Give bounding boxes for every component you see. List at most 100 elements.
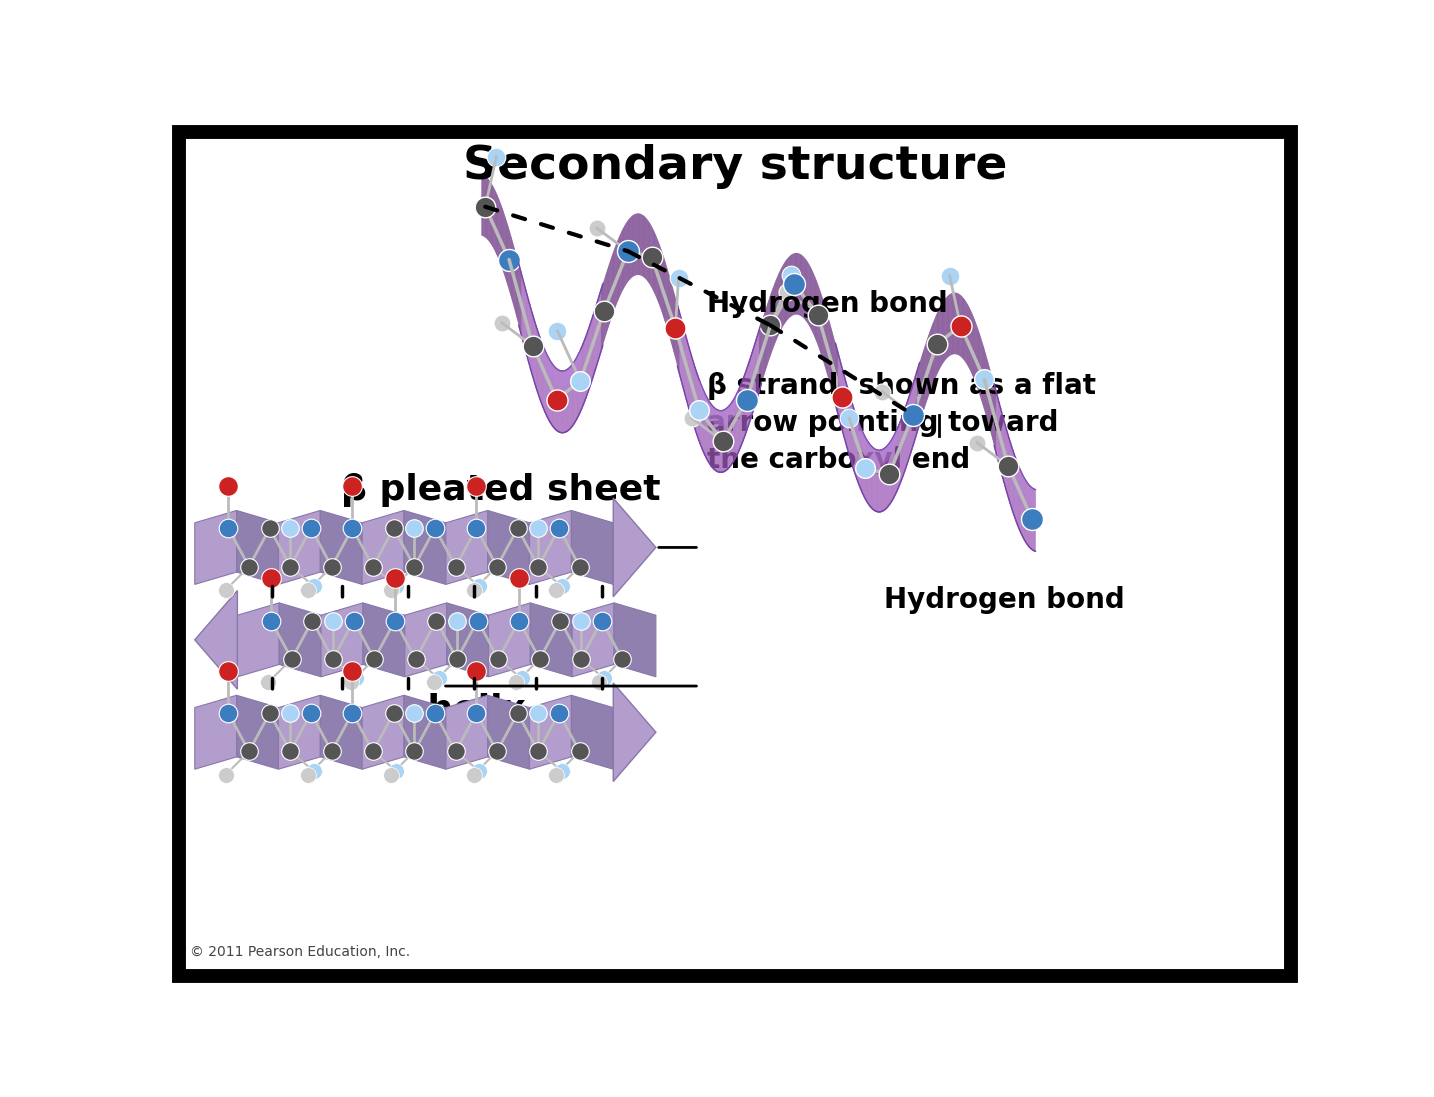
Polygon shape — [572, 603, 614, 677]
Point — [301, 612, 324, 630]
Point — [467, 577, 490, 595]
Point — [341, 519, 364, 536]
Point — [303, 577, 326, 595]
Point — [462, 766, 485, 783]
Point — [467, 762, 490, 780]
Point — [640, 248, 663, 265]
Point — [465, 477, 488, 495]
Point — [238, 558, 261, 576]
Point — [344, 669, 367, 687]
Point — [546, 323, 569, 340]
Point — [972, 371, 995, 388]
Point — [870, 383, 893, 400]
Point — [403, 558, 426, 576]
Point — [508, 612, 531, 630]
Polygon shape — [278, 695, 320, 769]
Point — [361, 558, 384, 576]
Polygon shape — [488, 695, 529, 769]
Polygon shape — [489, 603, 531, 677]
Point — [297, 766, 320, 783]
Point — [465, 704, 488, 722]
Polygon shape — [404, 695, 446, 769]
Point — [278, 704, 301, 722]
Point — [528, 651, 551, 668]
Point — [806, 306, 829, 324]
Polygon shape — [320, 510, 363, 585]
Polygon shape — [278, 510, 320, 585]
Polygon shape — [571, 695, 614, 769]
Point — [776, 283, 799, 301]
Point — [217, 519, 239, 536]
Point — [591, 612, 614, 630]
Point — [403, 704, 426, 722]
Text: Secondary structure: Secondary structure — [463, 144, 1007, 189]
Point — [217, 704, 239, 722]
Point — [490, 314, 513, 331]
Polygon shape — [446, 510, 488, 585]
Polygon shape — [280, 603, 321, 677]
Point — [548, 519, 571, 536]
Polygon shape — [363, 695, 404, 769]
Point — [780, 267, 803, 284]
Point — [214, 766, 237, 783]
Point — [667, 269, 690, 286]
Point — [486, 558, 509, 576]
Point — [664, 319, 687, 337]
Point — [278, 519, 301, 536]
Point — [465, 661, 488, 679]
Point — [545, 581, 568, 599]
Point — [423, 519, 446, 536]
Polygon shape — [320, 695, 363, 769]
Point — [485, 148, 508, 166]
Point — [466, 612, 489, 630]
Polygon shape — [488, 510, 529, 585]
Polygon shape — [446, 603, 489, 677]
Point — [508, 569, 531, 587]
Point — [878, 465, 901, 483]
Point — [278, 743, 301, 760]
Point — [300, 704, 323, 722]
Polygon shape — [614, 603, 655, 677]
Point — [446, 612, 469, 630]
Point — [526, 558, 549, 576]
Polygon shape — [531, 603, 572, 677]
Point — [403, 519, 426, 536]
Point — [511, 669, 533, 687]
Point — [427, 669, 450, 687]
Point — [569, 372, 592, 389]
Point — [280, 651, 303, 668]
Point — [383, 519, 406, 536]
Point — [902, 406, 925, 423]
Point — [383, 704, 406, 722]
Point — [341, 477, 364, 495]
Point — [549, 612, 572, 630]
Point — [592, 669, 615, 687]
Polygon shape — [571, 510, 614, 585]
Polygon shape — [237, 695, 278, 769]
Point — [303, 762, 326, 780]
Point — [217, 477, 239, 495]
Point — [486, 743, 509, 760]
Point — [462, 581, 485, 599]
Point — [855, 460, 878, 477]
Polygon shape — [238, 603, 280, 677]
Point — [473, 197, 496, 215]
Point — [465, 519, 488, 536]
Point — [361, 743, 384, 760]
Polygon shape — [529, 510, 571, 585]
Point — [506, 704, 529, 722]
Point — [925, 336, 948, 353]
Point — [568, 743, 591, 760]
Point — [592, 302, 615, 319]
Point — [343, 612, 366, 630]
Point — [545, 766, 568, 783]
Polygon shape — [446, 695, 488, 769]
Point — [736, 392, 759, 409]
Point — [505, 674, 528, 691]
Polygon shape — [614, 498, 655, 597]
Text: β strand, shown as a flat
arrow pointing toward
the carboxyl end: β strand, shown as a flat arrow pointing… — [707, 372, 1096, 474]
Point — [383, 569, 406, 587]
Point — [363, 651, 386, 668]
Point — [321, 651, 344, 668]
Point — [498, 251, 521, 269]
